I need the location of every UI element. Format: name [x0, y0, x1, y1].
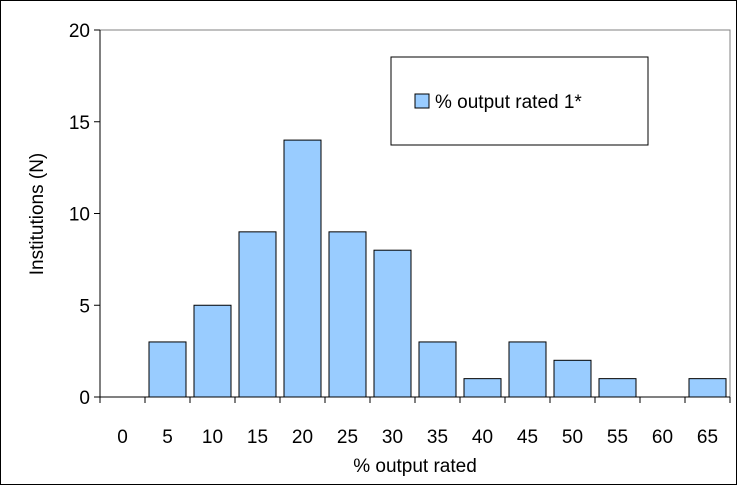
x-tick-label: 35	[427, 427, 448, 448]
y-axis-ticks: 0 5 10 15 20	[69, 21, 100, 409]
bar	[688, 378, 727, 398]
x-tick-label: 15	[247, 427, 268, 448]
x-tick-label: 20	[292, 427, 313, 448]
x-tick-label: 40	[472, 427, 493, 448]
bar	[193, 304, 232, 398]
bar	[508, 341, 547, 398]
x-tick-label: 60	[652, 427, 673, 448]
x-tick-label: 25	[337, 427, 358, 448]
legend-label: % output rated 1*	[435, 92, 582, 113]
bar	[238, 231, 277, 398]
x-tick-label: 5	[162, 427, 173, 448]
bar	[463, 378, 502, 398]
bar	[373, 249, 412, 398]
bar	[328, 231, 367, 398]
bar	[418, 341, 457, 398]
x-axis-title: % output rated	[353, 456, 477, 477]
x-tick-label: 50	[562, 427, 583, 448]
x-tick-label: 65	[697, 427, 718, 448]
x-tick-label: 10	[202, 427, 223, 448]
y-tick-label: 15	[69, 113, 90, 134]
y-tick-label: 10	[69, 205, 90, 226]
x-tick-label: 30	[382, 427, 403, 448]
bar	[553, 359, 592, 398]
x-tick-label: 55	[607, 427, 628, 448]
bar	[598, 378, 637, 398]
y-axis-title: Institutions (N)	[27, 153, 48, 275]
bar-series	[148, 139, 727, 398]
legend: % output rated 1*	[390, 56, 649, 146]
legend-box	[390, 56, 649, 146]
y-tick-label: 0	[79, 388, 90, 409]
y-tick-label: 20	[69, 21, 90, 42]
x-axis-ticks: 0 5 10 15 20 25 30 35 40 45 50 55 60 65	[99, 397, 731, 448]
y-tick-label: 5	[79, 296, 90, 317]
x-tick-label: 0	[117, 427, 128, 448]
bar	[148, 341, 187, 398]
legend-swatch	[414, 93, 430, 109]
bar	[283, 139, 322, 398]
x-tick-label: 45	[517, 427, 538, 448]
